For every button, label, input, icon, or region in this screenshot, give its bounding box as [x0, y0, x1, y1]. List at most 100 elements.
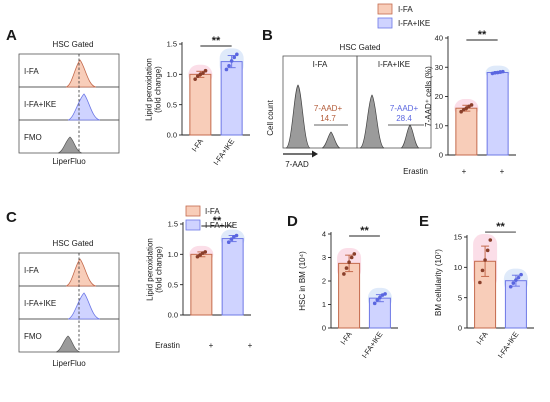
bar-c-1 — [190, 253, 213, 316]
panel-label-a: A — [6, 27, 17, 44]
legend-ike-label: I-FA+IKE — [398, 19, 430, 28]
data-point-b — [498, 70, 503, 74]
y-tick-label-b: 0 — [439, 151, 443, 160]
data-point-d — [372, 301, 377, 306]
data-point-a — [227, 64, 231, 68]
data-point-c — [203, 250, 208, 254]
data-point-b — [501, 69, 505, 74]
histogram-c-ike — [67, 292, 101, 320]
bar-d-1 — [338, 262, 361, 329]
bar-a-1 — [189, 73, 212, 136]
gate-value-ifa: 14.7 — [320, 114, 336, 123]
flow-a-row-2: I-FA+IKE — [24, 100, 56, 109]
y-axis-label-d: HSC in BM (10⁴) — [298, 251, 307, 311]
data-point-c — [226, 240, 231, 244]
significance-label-e: ** — [496, 221, 505, 233]
legend-ike-swatch — [377, 17, 393, 29]
data-point-d — [378, 295, 382, 300]
data-point-a — [235, 52, 239, 57]
x-category-label-d: I-FA — [338, 330, 353, 346]
erastin-value-c-1: + — [209, 341, 214, 350]
flow-b-xlabel: 7-AAD — [285, 160, 309, 169]
flow-c-row-1: I-FA — [24, 266, 39, 275]
legend-c-ifa-swatch — [185, 205, 201, 217]
erastin-value-c-2: + — [248, 341, 253, 350]
data-point-d — [347, 260, 351, 265]
flow-c-xlabel: LiperFluo — [52, 359, 86, 368]
data-point-e — [488, 238, 493, 242]
flow-b-col-1: I-FA — [313, 60, 328, 69]
y-tick-label-e: 5 — [458, 293, 462, 302]
x-category-label-a: I-FA — [190, 137, 205, 153]
bar-e-2 — [504, 280, 527, 329]
legend-ifa-swatch — [377, 3, 393, 15]
x-category-label-e: I-FA — [474, 330, 489, 346]
y-axis-label-b: 7-AAD⁺ cells (%) — [424, 66, 433, 127]
flow-b-ylabel: Cell count — [266, 99, 275, 135]
y-tick-label-e: 10 — [454, 263, 462, 272]
data-point-c — [229, 237, 234, 241]
panel-label-d: D — [287, 213, 298, 230]
y-axis-label-e: BM cellularity (10⁷) — [434, 249, 443, 316]
y-tick-label-c: 0.0 — [168, 311, 178, 320]
y-tick-label-c: 1.5 — [168, 220, 178, 229]
y-tick-label-d: 4 — [322, 230, 326, 239]
histogram-c-fmo — [55, 335, 81, 353]
legend-c-ike-label: I-FA+IKE — [205, 221, 237, 230]
flow-c-row-3: FMO — [24, 332, 42, 341]
data-point-e — [511, 281, 516, 285]
flow-a-xlabel: LiperFluo — [52, 157, 86, 166]
legend-c: I-FA I-FA+IKE — [185, 205, 237, 231]
significance-label-c: ** — [213, 215, 222, 227]
y-axis-label-a: Lipid peroxidation — [145, 58, 154, 121]
y-tick-label-b: 30 — [435, 63, 443, 72]
y-axis-label-a: (fold change) — [154, 66, 163, 113]
data-point-b — [493, 71, 497, 75]
x-category-label-a: I-FA+IKE — [212, 137, 237, 167]
x-category-label-e: I-FA+IKE — [496, 330, 521, 360]
data-point-e — [478, 280, 482, 285]
histogram-c-ifa — [65, 258, 97, 287]
y-tick-label-e: 0 — [458, 324, 462, 333]
significance-label-a: ** — [212, 35, 221, 47]
histogram-7aad-ifa — [285, 84, 311, 149]
gate-label-ike: 7-AAD+ — [390, 104, 419, 113]
data-point-b — [459, 109, 463, 114]
bar-chart-c: 0.0 0.5 1.0 1.5 Lipid peroxidation (fold chan… — [146, 215, 251, 320]
histogram-7aad-ike-positive — [400, 124, 420, 149]
legend-top: I-FA I-FA+IKE — [377, 3, 430, 29]
bar-chart-e: 0 5 10 15 BM cellularity (10⁷) I-FA I-FA+IKE ** — [434, 221, 534, 360]
data-point-c — [198, 253, 202, 257]
flow-a-title: HSC Gated — [53, 40, 94, 49]
y-tick-label-d: 3 — [322, 253, 326, 262]
y-tick-label-a: 1.0 — [167, 70, 177, 79]
flow-c-row-2: I-FA+IKE — [24, 299, 56, 308]
data-point-a — [193, 77, 197, 81]
data-point-e — [483, 258, 487, 262]
data-point-a — [232, 55, 237, 60]
histogram-fmo — [57, 136, 83, 154]
legend-c-ifa-label: I-FA — [205, 207, 220, 216]
bar-chart-a: 0.0 0.5 1.0 1.5 Lipid peroxidation (fold chan… — [145, 35, 250, 167]
panel-label-c: C — [6, 209, 17, 226]
significance-label-d: ** — [360, 225, 369, 237]
data-point-b — [469, 103, 474, 107]
flow-a-row-3: FMO — [24, 133, 42, 142]
data-point-b — [464, 106, 469, 110]
data-point-d — [375, 298, 380, 302]
flow-plot-b: I-FA I-FA+IKE 7-AAD+ 14.7 7-AAD+ 28.4 — [282, 55, 432, 158]
data-point-e — [516, 275, 521, 280]
data-point-e — [485, 248, 490, 253]
erastin-value-b-2: + — [500, 167, 505, 176]
y-tick-label-a: 1.5 — [167, 40, 177, 49]
y-tick-label-c: 0.5 — [168, 280, 178, 289]
bar-d-2 — [368, 297, 391, 329]
y-tick-label-e: 15 — [454, 233, 462, 242]
histogram-ike — [67, 93, 101, 121]
flow-plot-c: I-FA I-FA+IKE FMO — [18, 252, 120, 353]
y-axis-label-c: (fold change) — [155, 246, 164, 293]
data-point-a — [203, 68, 208, 73]
histogram-ifa — [65, 59, 97, 88]
erastin-label-b: Erastin — [403, 167, 428, 176]
